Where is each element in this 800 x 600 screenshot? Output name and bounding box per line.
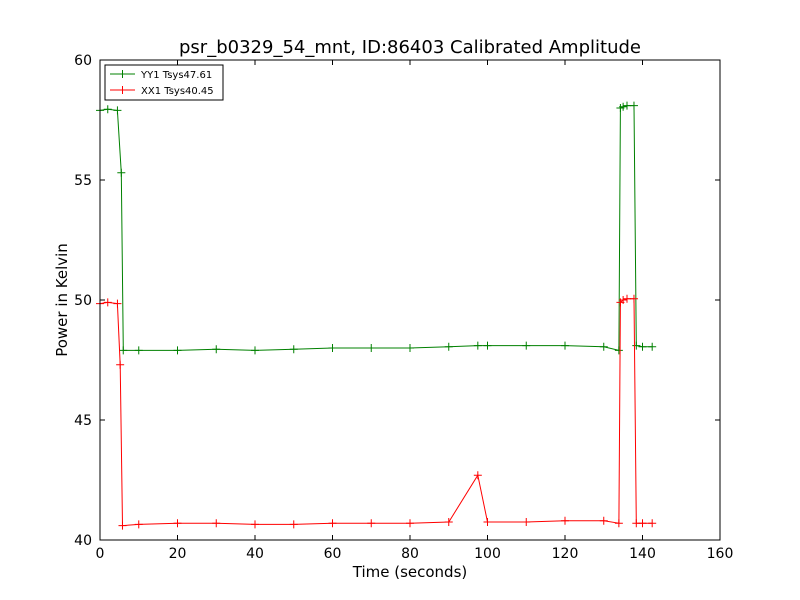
x-tick-label: 40 bbox=[246, 546, 264, 562]
data-point bbox=[212, 519, 221, 528]
legend-entries: YY1 Tsys47.61 XX1 Tsys40.45 bbox=[110, 70, 214, 97]
x-tick-label: 160 bbox=[707, 546, 734, 562]
data-point bbox=[599, 342, 608, 351]
data-point bbox=[367, 519, 376, 528]
data-point bbox=[289, 520, 298, 529]
data-point bbox=[629, 101, 638, 110]
data-point bbox=[113, 299, 122, 308]
data-point bbox=[444, 518, 453, 526]
data-point bbox=[119, 346, 128, 355]
data-point bbox=[599, 516, 608, 525]
data-point bbox=[444, 342, 453, 351]
data-point bbox=[103, 105, 112, 114]
data-point bbox=[251, 346, 259, 355]
data-point bbox=[561, 516, 569, 525]
x-tick-label: 80 bbox=[401, 546, 419, 562]
x-tick-label: 100 bbox=[474, 546, 501, 562]
data-point bbox=[522, 518, 531, 526]
data-point bbox=[522, 341, 531, 350]
axis-ticks: 0 20 40 60 80 100 120 140 160 40 45 50 55 60 bbox=[74, 53, 733, 562]
data-point bbox=[406, 344, 414, 352]
data-point bbox=[614, 519, 623, 528]
data-point bbox=[134, 520, 143, 529]
y-tick-label: 40 bbox=[74, 533, 92, 549]
data-point bbox=[173, 519, 182, 528]
data-point bbox=[648, 342, 657, 351]
data-point bbox=[483, 341, 492, 350]
chart-title: psr_b0329_54_mnt, ID:86403 Calibrated Am… bbox=[179, 37, 641, 58]
data-point bbox=[212, 345, 221, 354]
data-point bbox=[173, 346, 182, 355]
y-tick-label: 50 bbox=[74, 293, 92, 309]
data-point bbox=[638, 342, 647, 351]
legend-marker bbox=[118, 70, 127, 78]
x-tick-label: 140 bbox=[629, 546, 656, 562]
legend-box bbox=[104, 64, 224, 101]
data-point bbox=[406, 519, 414, 528]
data-point bbox=[619, 296, 628, 304]
y-tick-label: 45 bbox=[74, 413, 92, 429]
legend-marker bbox=[118, 86, 127, 94]
x-tick-label: 0 bbox=[96, 546, 105, 562]
x-tick-label: 120 bbox=[552, 546, 579, 562]
data-point bbox=[638, 519, 647, 528]
data-point bbox=[367, 344, 376, 352]
data-point bbox=[117, 168, 126, 177]
data-point bbox=[289, 345, 298, 354]
data-point bbox=[629, 294, 638, 303]
data-point bbox=[561, 341, 569, 350]
data-point bbox=[648, 519, 657, 528]
data-point bbox=[614, 346, 623, 355]
data-point bbox=[103, 298, 112, 307]
data-point bbox=[251, 520, 259, 529]
y-axis-label: Power in Kelvin bbox=[53, 243, 71, 357]
x-tick-label: 20 bbox=[169, 546, 187, 562]
x-axis-label: Time (seconds) bbox=[352, 563, 468, 581]
y-tick-label: 55 bbox=[74, 173, 92, 189]
y-tick-label: 60 bbox=[74, 53, 92, 69]
legend-label: YY1 Tsys47.61 bbox=[140, 70, 212, 81]
data-point bbox=[473, 341, 482, 350]
data-point bbox=[116, 360, 125, 369]
data-point bbox=[328, 519, 337, 528]
data-point bbox=[619, 102, 628, 111]
legend: YY1 Tsys47.61 XX1 Tsys40.45 bbox=[104, 64, 224, 101]
data-point bbox=[328, 344, 337, 352]
data-point bbox=[473, 471, 482, 480]
x-tick-label: 60 bbox=[324, 546, 342, 562]
legend-label: XX1 Tsys40.45 bbox=[141, 86, 214, 97]
data-point bbox=[134, 346, 143, 355]
data-point bbox=[632, 341, 641, 350]
data-point bbox=[623, 101, 631, 110]
data-point bbox=[623, 294, 631, 303]
data-point bbox=[113, 106, 122, 115]
plot-data bbox=[96, 101, 657, 530]
data-point bbox=[483, 518, 492, 526]
data-point bbox=[118, 521, 127, 530]
